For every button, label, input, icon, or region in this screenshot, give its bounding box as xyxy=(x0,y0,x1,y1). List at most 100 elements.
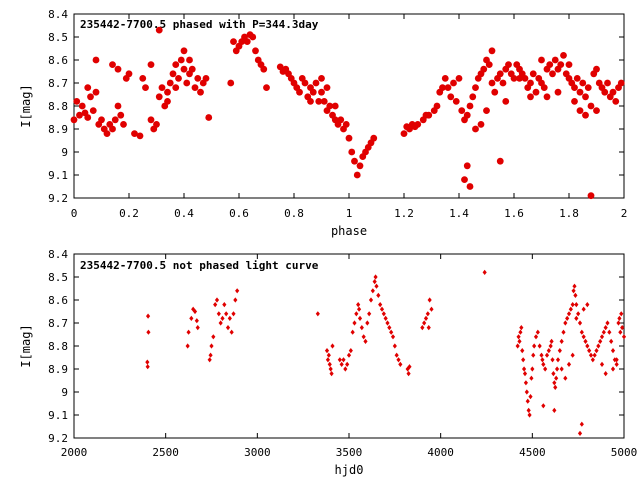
data-point xyxy=(207,357,212,363)
data-point xyxy=(400,130,408,138)
data-point xyxy=(582,111,589,119)
data-point xyxy=(552,407,557,413)
data-point xyxy=(205,114,213,121)
data-point xyxy=(571,288,576,294)
data-point xyxy=(329,371,334,377)
data-point xyxy=(357,306,362,312)
data-point xyxy=(188,65,196,73)
data-point xyxy=(551,371,556,377)
data-point xyxy=(518,329,523,335)
data-point xyxy=(387,325,392,331)
data-point xyxy=(78,102,86,110)
y-tick-label: 8.4 xyxy=(48,8,68,21)
data-point xyxy=(576,88,584,96)
data-point xyxy=(318,75,325,82)
data-point xyxy=(370,288,375,294)
data-point xyxy=(84,114,92,121)
data-point xyxy=(573,292,578,298)
data-point xyxy=(576,311,581,317)
data-point xyxy=(194,318,199,324)
y-tick-label: 8.5 xyxy=(48,31,68,44)
data-point xyxy=(169,70,177,78)
data-point xyxy=(563,320,568,326)
data-point xyxy=(396,357,401,363)
data-point xyxy=(502,98,510,105)
data-point xyxy=(222,302,227,308)
data-point xyxy=(368,297,374,303)
data-point xyxy=(480,65,488,73)
data-point xyxy=(227,79,235,87)
data-point xyxy=(98,116,105,124)
data-point xyxy=(477,121,485,128)
data-point xyxy=(147,61,155,68)
data-point xyxy=(131,130,138,138)
x-tick-label: 4500 xyxy=(519,446,546,459)
data-point xyxy=(581,334,586,340)
data-point xyxy=(599,361,605,367)
data-point xyxy=(601,329,606,335)
data-point xyxy=(320,98,328,105)
data-point xyxy=(312,79,320,87)
data-point xyxy=(587,348,592,354)
data-point xyxy=(519,325,524,331)
data-point xyxy=(145,359,150,365)
data-point xyxy=(103,130,111,138)
data-point xyxy=(472,125,479,133)
data-point xyxy=(565,61,573,68)
data-point xyxy=(381,311,386,317)
data-point xyxy=(553,384,558,390)
data-point xyxy=(307,98,314,105)
data-point xyxy=(309,88,317,96)
x-tick-label: 5000 xyxy=(611,446,638,459)
y-tick-label: 8.7 xyxy=(48,77,68,90)
data-point xyxy=(301,79,309,87)
data-point xyxy=(593,107,600,114)
data-point xyxy=(609,338,614,344)
data-point xyxy=(549,338,554,344)
data-point xyxy=(544,352,550,358)
data-point xyxy=(447,93,455,101)
data-point xyxy=(499,79,507,87)
data-point xyxy=(526,407,531,413)
data-point xyxy=(331,102,339,110)
data-point xyxy=(532,343,537,349)
data-point xyxy=(607,329,612,335)
data-point xyxy=(550,357,555,363)
data-point xyxy=(579,79,587,87)
data-point xyxy=(581,306,586,312)
data-point xyxy=(587,102,595,110)
data-point xyxy=(180,65,188,73)
data-point xyxy=(324,348,330,354)
data-point xyxy=(614,361,619,367)
data-point xyxy=(92,88,100,96)
data-point xyxy=(70,116,78,124)
data-point xyxy=(346,352,352,358)
data-point xyxy=(220,315,225,321)
data-point xyxy=(158,84,166,91)
data-point xyxy=(584,84,592,91)
data-point xyxy=(356,302,361,308)
data-point xyxy=(577,320,583,326)
plot-frame xyxy=(73,13,625,199)
data-point xyxy=(202,75,210,82)
data-point xyxy=(537,343,542,349)
data-point xyxy=(339,361,344,367)
data-point xyxy=(561,329,566,335)
data-point xyxy=(469,93,477,101)
data-point xyxy=(571,84,578,91)
data-point xyxy=(616,320,621,326)
data-point xyxy=(466,102,474,110)
data-point xyxy=(337,116,345,124)
data-point xyxy=(521,357,526,363)
data-point xyxy=(429,306,434,312)
data-point xyxy=(566,311,572,317)
y-axis-label: I[mag] xyxy=(19,324,33,367)
data-point xyxy=(315,311,320,317)
data-point xyxy=(517,338,522,344)
x-tick-label: 0.6 xyxy=(229,207,249,220)
data-point xyxy=(84,84,92,91)
data-point xyxy=(433,102,441,110)
data-point xyxy=(111,116,119,124)
y-tick-label: 8.5 xyxy=(48,271,68,284)
data-point xyxy=(528,394,533,400)
